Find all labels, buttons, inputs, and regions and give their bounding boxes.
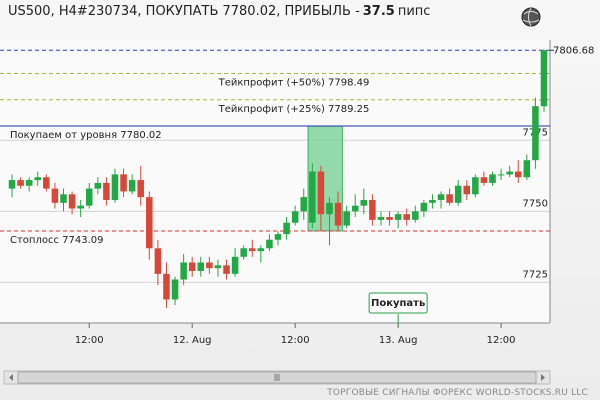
candle-body xyxy=(377,217,385,220)
candle-body xyxy=(85,188,93,206)
candle-body xyxy=(463,185,471,195)
candle-body xyxy=(351,205,359,212)
candle-body xyxy=(540,50,548,107)
candle-body xyxy=(300,197,308,212)
x-tick-label: 12:00 xyxy=(487,335,516,346)
candle-body xyxy=(343,211,350,226)
candle-body xyxy=(51,188,59,203)
level-label: Тейкпрофит (+50%) 7798.49 xyxy=(218,78,370,89)
candle-body xyxy=(394,214,402,220)
candle-body xyxy=(94,182,102,189)
candle-body xyxy=(8,180,16,189)
candle-body xyxy=(43,177,50,189)
candle-body xyxy=(171,279,179,300)
candle-body xyxy=(326,202,333,215)
header: US500, H4#230734, ПОКУПАТЬ 7780.02, ПРИБ… xyxy=(8,4,430,19)
y-tick-label: 7750 xyxy=(523,198,548,209)
candle-body xyxy=(291,211,299,223)
candle-body xyxy=(283,222,290,235)
candle-body xyxy=(231,256,239,274)
candle-body xyxy=(223,265,230,274)
candle-body xyxy=(429,199,436,203)
candle-body xyxy=(446,194,453,203)
globe-icon[interactable] xyxy=(521,7,541,27)
candle-body xyxy=(420,202,428,212)
candle-body xyxy=(128,180,136,192)
candle-body xyxy=(497,174,505,176)
candle-body xyxy=(197,262,205,272)
candle-body xyxy=(257,248,265,252)
candle-body xyxy=(137,180,144,198)
candle-body xyxy=(472,177,479,195)
candle-body xyxy=(386,217,393,220)
candle-body xyxy=(34,177,42,181)
scrollbar[interactable] xyxy=(3,370,551,385)
candle-body xyxy=(103,182,110,200)
candle-body xyxy=(214,265,222,269)
candle-body xyxy=(154,248,162,274)
last-price-label: 7806.68 xyxy=(553,45,594,56)
candle-body xyxy=(523,160,531,178)
level-label: Покупаем от уровня 7780.02 xyxy=(10,130,162,141)
candle-body xyxy=(309,171,316,223)
x-tick-label: 13. Aug xyxy=(379,335,418,346)
signal-box xyxy=(368,292,428,314)
candle-body xyxy=(120,174,127,192)
candle-body xyxy=(334,202,342,226)
candle-body xyxy=(403,214,410,220)
candle-body xyxy=(266,239,273,249)
signal-button[interactable]: Покупать xyxy=(368,292,428,314)
candle-body xyxy=(180,262,187,280)
candle-body xyxy=(25,180,33,186)
candle-body xyxy=(489,174,496,183)
level-label: Тейкпрофит (+25%) 7789.25 xyxy=(218,104,370,115)
x-tick-label: 12:00 xyxy=(75,335,104,346)
footer: ТОРГОВЫЕ СИГНАЛЫ ФОРЕКС WORLD-STOCKS.RU … xyxy=(327,388,588,398)
candle-body xyxy=(506,171,513,175)
unit: пипс xyxy=(397,4,431,19)
candle-body xyxy=(146,197,153,249)
candle-body xyxy=(437,194,445,200)
candle-body xyxy=(17,180,24,186)
title: US500, H4#230734, ПОКУПАТЬ 7780.02, ПРИБ… xyxy=(8,4,360,19)
candle-body xyxy=(274,234,282,240)
candle-body xyxy=(412,211,419,220)
candle-body xyxy=(480,177,488,183)
candle-body xyxy=(240,248,247,257)
level-label: Стоплосс 7743.09 xyxy=(10,235,104,246)
candle-body xyxy=(317,171,325,215)
candle-body xyxy=(369,199,376,220)
candle-body xyxy=(249,248,256,252)
candle-body xyxy=(111,174,119,200)
candle-body xyxy=(454,185,462,203)
candle-body xyxy=(360,199,368,206)
candle-body xyxy=(532,106,539,161)
candle-body xyxy=(68,194,76,209)
candle-body xyxy=(514,171,522,178)
x-tick-label: 12. Aug xyxy=(173,335,212,346)
x-tick-label: 12:00 xyxy=(281,335,310,346)
candle-body xyxy=(188,262,196,272)
candle-body xyxy=(60,194,67,203)
y-tick-label: 7725 xyxy=(523,269,548,280)
candle-body xyxy=(163,273,170,300)
profit: 37.5 xyxy=(362,4,395,19)
candle-body xyxy=(206,262,213,269)
candle-body xyxy=(77,205,84,209)
signal-label: Покупать xyxy=(371,298,425,309)
